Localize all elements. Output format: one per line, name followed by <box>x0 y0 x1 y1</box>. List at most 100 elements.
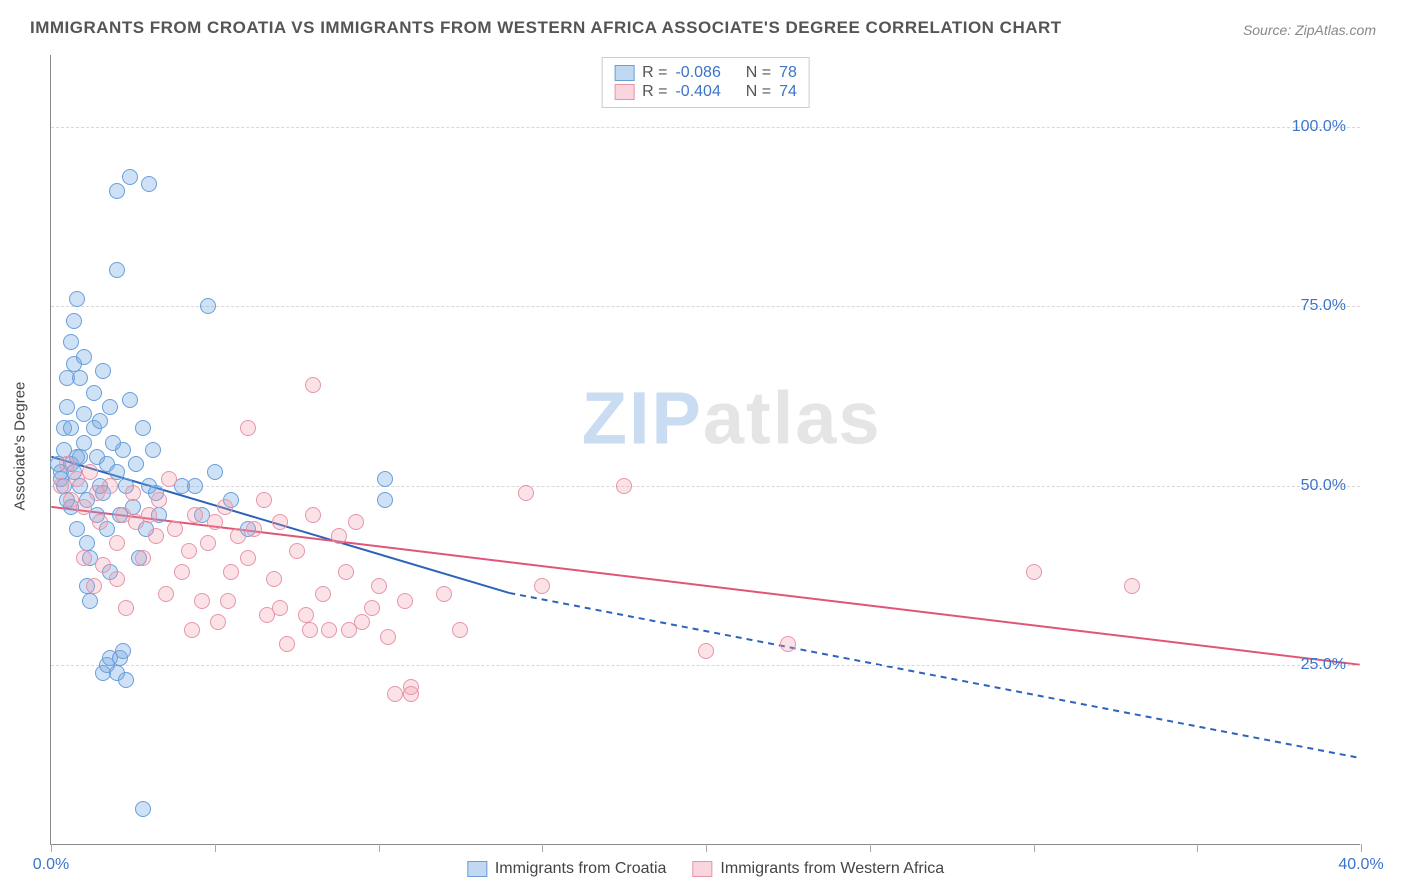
data-point <box>128 456 144 472</box>
y-tick-label: 75.0% <box>1301 297 1346 315</box>
data-point <box>452 622 468 638</box>
n-label-a: N = <box>746 64 771 82</box>
data-point <box>86 578 102 594</box>
data-point <box>63 420 79 436</box>
chart-title: IMMIGRANTS FROM CROATIA VS IMMIGRANTS FR… <box>30 18 1062 38</box>
data-point <box>148 528 164 544</box>
data-point <box>194 593 210 609</box>
watermark-zip: ZIP <box>582 376 703 459</box>
x-tick <box>51 844 52 852</box>
data-point <box>266 571 282 587</box>
r-label-b: R = <box>642 83 667 101</box>
n-label-b: N = <box>746 83 771 101</box>
y-tick-label: 50.0% <box>1301 477 1346 495</box>
n-value-a: 78 <box>779 64 797 82</box>
trend-line-extrapolated <box>509 593 1359 758</box>
data-point <box>240 420 256 436</box>
y-tick-label: 100.0% <box>1292 118 1346 136</box>
data-point <box>109 571 125 587</box>
x-tick <box>542 844 543 852</box>
data-point <box>82 593 98 609</box>
data-point <box>230 528 246 544</box>
data-point <box>63 334 79 350</box>
data-point <box>158 586 174 602</box>
data-point <box>397 593 413 609</box>
data-point <box>118 672 134 688</box>
data-point <box>59 399 75 415</box>
data-point <box>141 507 157 523</box>
data-point <box>240 550 256 566</box>
data-point <box>167 521 183 537</box>
legend-label-a: Immigrants from Croatia <box>495 860 667 878</box>
x-tick <box>1361 844 1362 852</box>
source-label: Source: ZipAtlas.com <box>1243 22 1376 38</box>
data-point <box>207 464 223 480</box>
data-point <box>69 521 85 537</box>
data-point <box>145 442 161 458</box>
data-point <box>1026 564 1042 580</box>
data-point <box>92 514 108 530</box>
x-tick <box>1197 844 1198 852</box>
data-point <box>86 385 102 401</box>
stats-row-a: R = -0.086 N = 78 <box>614 64 797 82</box>
data-point <box>305 507 321 523</box>
data-point <box>135 420 151 436</box>
x-tick <box>706 844 707 852</box>
data-point <box>174 564 190 580</box>
data-point <box>207 514 223 530</box>
gridline-h <box>51 306 1360 307</box>
legend-item-a: Immigrants from Croatia <box>467 860 667 878</box>
data-point <box>135 801 151 817</box>
legend-swatch-b-icon <box>692 861 712 877</box>
gridline-h <box>51 127 1360 128</box>
watermark-atlas: atlas <box>703 376 882 459</box>
data-point <box>151 492 167 508</box>
data-point <box>377 492 393 508</box>
stats-row-b: R = -0.404 N = 74 <box>614 83 797 101</box>
data-point <box>95 363 111 379</box>
data-point <box>321 622 337 638</box>
x-tick-label: 40.0% <box>1338 856 1383 874</box>
data-point <box>331 528 347 544</box>
data-point <box>82 464 98 480</box>
data-point <box>377 471 393 487</box>
data-point <box>387 686 403 702</box>
gridline-h <box>51 486 1360 487</box>
trend-lines-svg <box>51 55 1360 844</box>
data-point <box>315 586 331 602</box>
data-point <box>53 478 69 494</box>
data-point <box>380 629 396 645</box>
legend-label-b: Immigrants from Western Africa <box>720 860 944 878</box>
data-point <box>534 578 550 594</box>
data-point <box>403 686 419 702</box>
swatch-b-icon <box>614 84 634 100</box>
data-point <box>302 622 318 638</box>
data-point <box>200 298 216 314</box>
data-point <box>279 636 295 652</box>
x-tick <box>1034 844 1035 852</box>
data-point <box>298 607 314 623</box>
data-point <box>518 485 534 501</box>
legend-swatch-a-icon <box>467 861 487 877</box>
data-point <box>102 478 118 494</box>
x-tick-label: 0.0% <box>33 856 69 874</box>
data-point <box>256 492 272 508</box>
data-point <box>109 262 125 278</box>
data-point <box>76 406 92 422</box>
legend-item-b: Immigrants from Western Africa <box>692 860 944 878</box>
data-point <box>217 499 233 515</box>
x-tick <box>215 844 216 852</box>
data-point <box>348 514 364 530</box>
data-point <box>289 543 305 559</box>
data-point <box>76 550 92 566</box>
r-value-b: -0.404 <box>675 83 720 101</box>
r-value-a: -0.086 <box>675 64 720 82</box>
series-legend: Immigrants from Croatia Immigrants from … <box>467 860 944 878</box>
data-point <box>341 622 357 638</box>
data-point <box>1124 578 1140 594</box>
y-axis-label: Associate's Degree <box>12 382 29 511</box>
data-point <box>161 471 177 487</box>
data-point <box>102 399 118 415</box>
data-point <box>200 535 216 551</box>
n-value-b: 74 <box>779 83 797 101</box>
